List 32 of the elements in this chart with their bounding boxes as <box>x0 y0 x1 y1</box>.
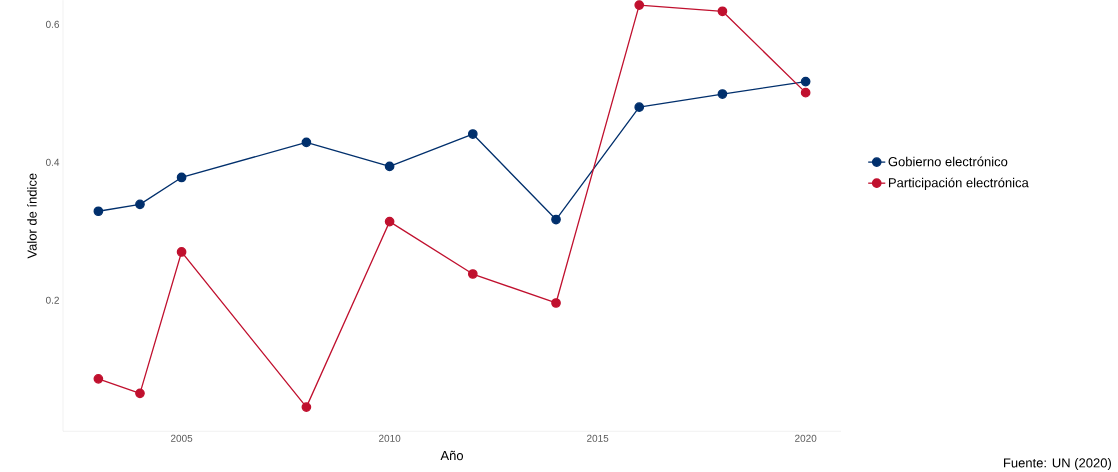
point <box>634 0 645 10</box>
point <box>93 206 104 216</box>
y-tick-label: 0.6 <box>45 20 60 28</box>
point <box>384 161 395 172</box>
y-tick-label: 0.4 <box>45 158 60 166</box>
x-axis-title: Año <box>440 450 464 461</box>
point <box>634 102 645 112</box>
point <box>93 373 104 384</box>
point <box>467 129 478 139</box>
point <box>551 298 561 308</box>
x-tick-label: 2010 <box>378 434 401 442</box>
point <box>301 137 312 148</box>
point <box>135 388 145 399</box>
y-tick-label: 0.2 <box>45 296 59 304</box>
point <box>384 216 395 227</box>
point <box>301 402 312 412</box>
point <box>717 89 728 99</box>
point <box>135 199 145 210</box>
point <box>551 214 561 225</box>
point <box>176 246 187 257</box>
point <box>800 76 811 87</box>
point <box>717 6 728 16</box>
y-axis-title: Valor de índice <box>27 173 37 259</box>
x-tick-label: 2005 <box>170 434 193 442</box>
x-tick-label: 2020 <box>795 434 817 442</box>
point <box>800 87 811 98</box>
legend-label: Gobierno electrónico <box>888 156 1008 167</box>
x-tick-label: 2015 <box>587 434 609 442</box>
source-note: Fuente: UN (2020) <box>1004 457 1111 470</box>
point <box>176 172 187 183</box>
legend-label: Participación electrónica <box>888 177 1029 190</box>
point <box>467 269 478 279</box>
